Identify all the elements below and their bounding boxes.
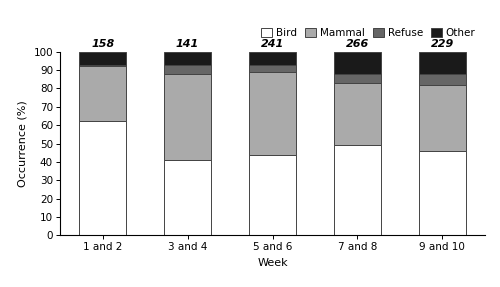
Bar — [249, 154, 296, 235]
Y-axis label: Occurrence (%): Occurrence (%) — [18, 100, 28, 187]
Bar — [334, 83, 381, 145]
Legend: Bird, Mammal, Refuse, Other: Bird, Mammal, Refuse, Other — [257, 24, 480, 42]
Bar — [80, 52, 126, 65]
Bar — [249, 52, 296, 65]
Bar — [164, 74, 211, 160]
Text: 266: 266 — [346, 39, 369, 49]
Bar — [419, 151, 466, 235]
Bar — [334, 52, 381, 74]
Text: 158: 158 — [91, 39, 114, 49]
Bar — [334, 145, 381, 235]
Text: 241: 241 — [261, 39, 284, 49]
Bar — [249, 65, 296, 72]
Bar — [249, 72, 296, 154]
Bar — [164, 52, 211, 65]
Bar — [419, 85, 466, 151]
Bar — [80, 65, 126, 66]
Bar — [334, 74, 381, 83]
Bar — [80, 121, 126, 235]
Bar — [80, 66, 126, 121]
Bar — [164, 160, 211, 235]
Bar — [419, 74, 466, 85]
Text: 141: 141 — [176, 39, 199, 49]
Text: 229: 229 — [430, 39, 454, 49]
Bar — [164, 65, 211, 74]
Bar — [419, 52, 466, 74]
X-axis label: Week: Week — [257, 258, 288, 268]
